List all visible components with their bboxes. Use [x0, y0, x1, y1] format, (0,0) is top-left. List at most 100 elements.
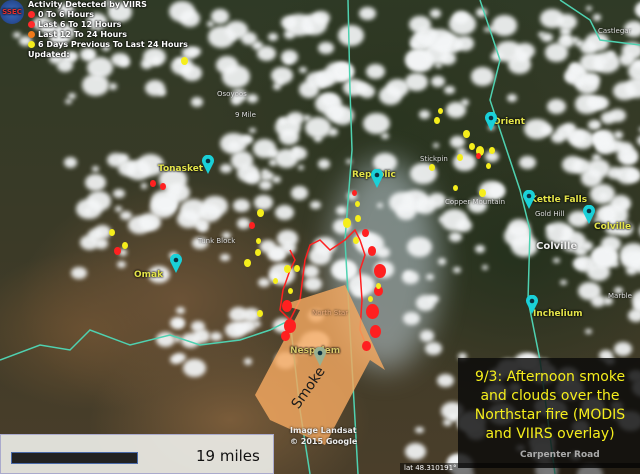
imagery-credit: Image Landsat © 2015 Google — [290, 426, 358, 446]
fire-detection-older — [434, 117, 440, 125]
cloud — [151, 190, 179, 212]
cloud — [386, 79, 410, 98]
cloud — [251, 41, 263, 50]
cloud — [507, 219, 531, 238]
cloud — [210, 331, 223, 342]
cloud — [241, 32, 258, 45]
cloud — [559, 230, 587, 252]
cloud — [118, 57, 130, 67]
cloud — [118, 249, 128, 257]
cloud — [169, 355, 181, 365]
fire-detection-older — [353, 237, 359, 245]
cloud — [410, 41, 420, 49]
fire-detection-recent — [351, 189, 357, 196]
map-pin-icon-omak[interactable] — [169, 253, 183, 274]
cloud — [594, 217, 602, 224]
fire-detection-recent — [365, 303, 379, 320]
cloud — [638, 221, 640, 241]
cloud — [94, 237, 109, 249]
cloud — [376, 247, 390, 259]
place-label-omak[interactable]: Omak — [134, 270, 164, 280]
cloud — [189, 47, 201, 57]
map-pin-icon-kettle-falls[interactable] — [522, 189, 536, 210]
cloud — [437, 373, 454, 387]
cloud — [541, 32, 553, 43]
fire-detection-recent — [373, 285, 383, 297]
cloud — [140, 183, 148, 189]
cloud — [444, 85, 456, 95]
cloud — [269, 272, 282, 282]
map-pin-icon-orient[interactable] — [484, 111, 498, 132]
cloud — [575, 39, 584, 47]
place-label-colville[interactable]: Colville — [594, 222, 632, 232]
cloud — [551, 132, 565, 144]
map-pin-icon-colville[interactable] — [582, 204, 596, 225]
cloud — [57, 2, 74, 16]
fire-detection-recent — [160, 183, 166, 191]
cloud — [105, 0, 115, 8]
map-pin-icon-republic[interactable] — [370, 168, 384, 189]
cloud — [327, 128, 338, 136]
cloud — [290, 186, 308, 200]
cloud — [636, 3, 640, 18]
cloud — [457, 147, 467, 155]
cloud — [600, 112, 616, 124]
fire-detection-older — [375, 282, 381, 289]
legend-updated: Updated: — [28, 50, 70, 59]
place-marble: Marble — [608, 292, 632, 300]
cloud — [590, 246, 618, 268]
cloud — [310, 200, 322, 210]
place-carpenter-road: Carpenter Road — [520, 450, 600, 460]
cloud — [314, 135, 323, 142]
cloud — [43, 11, 52, 18]
cloud — [404, 73, 428, 92]
cloud — [192, 236, 209, 250]
place-label-inchelium[interactable]: Inchelium — [533, 309, 583, 319]
cloud — [632, 60, 640, 69]
map-pin-icon-nespelem[interactable] — [313, 346, 327, 367]
cloud — [139, 213, 162, 232]
cloud — [570, 36, 579, 44]
place-label-kettle-falls[interactable]: Kettle Falls — [530, 195, 588, 205]
map-pin-icon-tonasket[interactable] — [201, 154, 215, 175]
legend-title: Activity Detected by VIIRS — [28, 0, 147, 9]
place-label-orient[interactable]: Orient — [493, 117, 525, 127]
cloud — [514, 43, 535, 60]
cloud — [246, 94, 258, 104]
cloud — [318, 159, 331, 169]
cloud — [439, 51, 456, 65]
cloud — [471, 67, 495, 86]
cloud — [207, 26, 235, 48]
cloud — [268, 159, 277, 166]
cloud — [553, 257, 561, 263]
place-label-tonasket[interactable]: Tonasket — [158, 164, 204, 174]
fire-detection-older — [287, 287, 293, 294]
place-castlegar: Castlegar — [598, 27, 632, 35]
cloud — [347, 191, 358, 200]
cloud — [575, 246, 587, 257]
cloud — [190, 97, 204, 108]
cloud — [424, 342, 442, 356]
cloud — [299, 66, 308, 74]
cloud — [304, 117, 331, 138]
cloud — [87, 13, 108, 30]
cloud — [566, 129, 587, 145]
fire-detection-older — [485, 162, 491, 169]
cloud — [211, 9, 230, 24]
legend-item: 0 To 6 Hours — [28, 10, 94, 19]
cloud — [468, 198, 488, 214]
cloud — [580, 169, 603, 187]
cloud — [334, 260, 358, 280]
legend-item: Last 12 To 24 Hours — [28, 30, 127, 39]
map-pin-icon-inchelium[interactable] — [525, 294, 539, 315]
cloud — [108, 82, 118, 90]
cloud — [354, 81, 370, 94]
cloud — [267, 246, 286, 261]
cloud — [220, 163, 233, 174]
cloud — [253, 320, 262, 327]
cloud — [607, 51, 616, 58]
fire-detection-recent — [475, 152, 481, 159]
cloud — [71, 266, 87, 280]
cloud — [539, 8, 564, 29]
